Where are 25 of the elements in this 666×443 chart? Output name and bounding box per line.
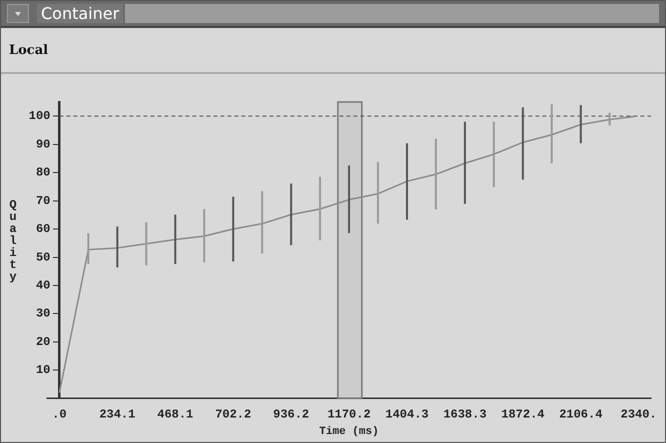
y-tick-label: 90 [36,137,50,152]
x-tick-label: 1404.3 [385,408,429,422]
chart-title: Container [37,4,124,23]
y-tick-label: 80 [36,166,50,180]
y-tick-label: 10 [36,363,50,378]
x-tick-label: 936.2 [273,408,310,422]
x-tick-label: 2106.4 [559,408,602,422]
y-tick-label: 30 [36,306,50,321]
y-tick-label: 70 [36,194,50,208]
x-tick-label: 1170.2 [327,408,371,422]
y-axis-title: Quality [9,198,17,284]
y-tick-label: 60 [36,222,50,236]
chart-subtitle: Local [1,28,665,74]
y-tick-label: 50 [36,250,50,264]
x-tick-label: 1872.4 [501,408,544,422]
y-tick-label: 100 [28,109,50,124]
x-tick-label: 234.1 [99,408,136,422]
x-tick-label: 468.1 [157,408,194,422]
x-tick-label: 2340. [620,408,657,422]
x-tick-label: 702.2 [215,408,252,422]
x-tick-label: 1638.3 [443,408,487,422]
x-tick-label: .0 [52,408,67,422]
y-tick-label: 40 [36,278,50,292]
y-tick-label: 20 [36,334,50,349]
x-axis-title: Time (ms) [319,426,379,438]
